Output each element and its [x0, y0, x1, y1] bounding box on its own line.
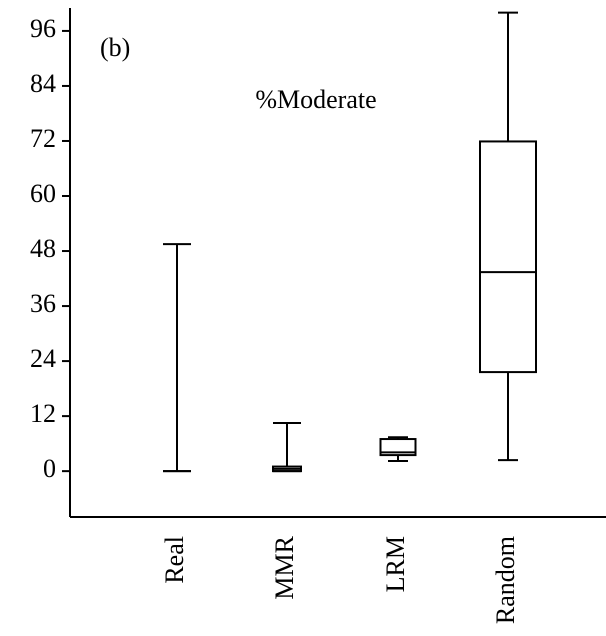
y-tick-label: 72: [30, 124, 56, 153]
box: [379, 438, 417, 457]
panel-label: (b): [100, 33, 130, 62]
y-tick-label: 96: [30, 14, 56, 43]
y-tick-label: 24: [30, 344, 56, 373]
chart-title: %Moderate: [255, 85, 376, 114]
y-tick-label: 84: [30, 69, 56, 98]
x-tick-label: MMR: [270, 535, 299, 599]
y-tick-label: 36: [30, 289, 56, 318]
box: [479, 140, 537, 374]
y-tick-label: 48: [30, 234, 56, 263]
y-tick-label: 0: [43, 454, 56, 483]
x-tick-label: Real: [160, 536, 189, 584]
y-tick-label: 12: [30, 399, 56, 428]
x-tick-label: LRM: [381, 536, 410, 592]
x-tick-label: Random: [491, 536, 520, 624]
y-tick-label: 60: [30, 179, 56, 208]
